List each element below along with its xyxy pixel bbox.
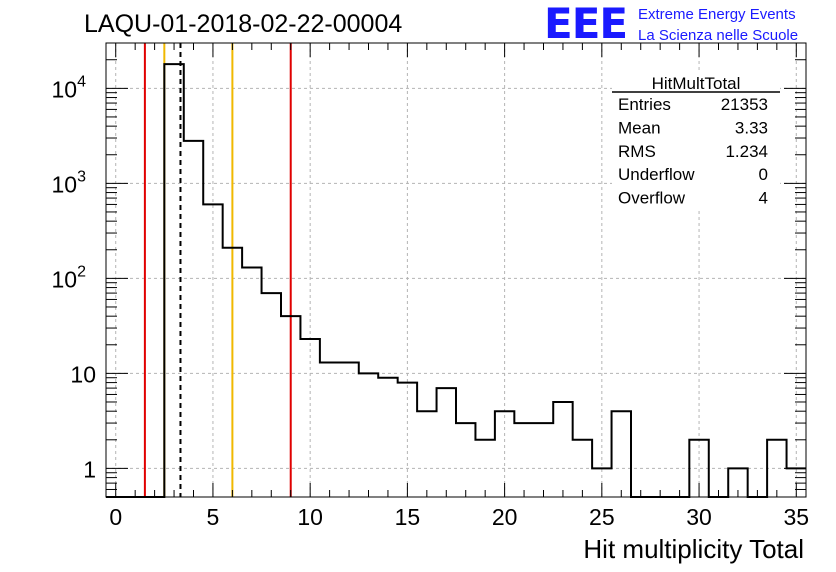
- histogram-bin: [242, 268, 261, 497]
- y-tick-label: 1: [83, 456, 96, 482]
- histogram-series: [106, 63, 806, 498]
- histogram-bin: [359, 373, 378, 497]
- y-tick-label: 10: [70, 361, 96, 387]
- chart-title: LAQU-01-2018-02-22-00004: [84, 10, 403, 38]
- histogram-bin: [417, 411, 436, 497]
- y-tick-label: 104: [52, 73, 87, 102]
- stats-value: 0: [759, 165, 768, 184]
- histogram-bin: [534, 423, 553, 497]
- stats-label: Underflow: [618, 165, 695, 184]
- stats-box-bg: [612, 73, 780, 210]
- stats-label: Overflow: [618, 189, 686, 208]
- stats-label: RMS: [618, 142, 656, 161]
- histogram-bin: [437, 388, 456, 497]
- x-tick-label: 10: [297, 504, 323, 530]
- x-tick-label: 25: [589, 504, 615, 530]
- x-tick-label: 0: [109, 504, 122, 530]
- histogram-bin: [184, 141, 203, 497]
- x-tick-label: 5: [207, 504, 220, 530]
- stats-value: 3.33: [735, 118, 768, 137]
- stats-value: 21353: [721, 95, 768, 114]
- brand-line-1: Extreme Energy Events: [638, 6, 796, 23]
- stats-value: 1.234: [725, 142, 768, 161]
- x-tick-label: 15: [395, 504, 421, 530]
- stats-label: Entries: [618, 95, 671, 114]
- histogram-bin: [262, 293, 281, 497]
- histogram-bin: [339, 363, 358, 497]
- stats-label: Mean: [618, 118, 661, 137]
- x-tick-label: 35: [783, 504, 809, 530]
- plot-frame: [105, 42, 807, 498]
- histogram-line: [106, 63, 806, 498]
- stats-box: HitMultTotal Entries 21353 Mean 3.33 RMS 1.234…: [612, 73, 780, 210]
- histogram-bin: [553, 402, 572, 497]
- y-tick-label: 102: [52, 263, 87, 292]
- stats-box-title: HitMultTotal: [652, 74, 741, 93]
- histogram-bin: [320, 363, 339, 497]
- histogram-bin: [767, 440, 786, 497]
- histogram-bin: [514, 423, 533, 497]
- eee-logo: EEE: [544, 0, 628, 48]
- stats-value: 4: [759, 189, 768, 208]
- x-tick-label: 20: [492, 504, 518, 530]
- x-tick-label: 30: [686, 504, 712, 530]
- histogram-bin: [612, 411, 631, 497]
- brand-line-2: La Scienza nelle Scuole: [638, 27, 799, 44]
- x-axis-label: Hit multiplicity Total: [583, 534, 804, 564]
- y-tick-label: 103: [52, 168, 87, 197]
- histogram-bin: [456, 423, 475, 497]
- histogram-bin: [378, 378, 397, 497]
